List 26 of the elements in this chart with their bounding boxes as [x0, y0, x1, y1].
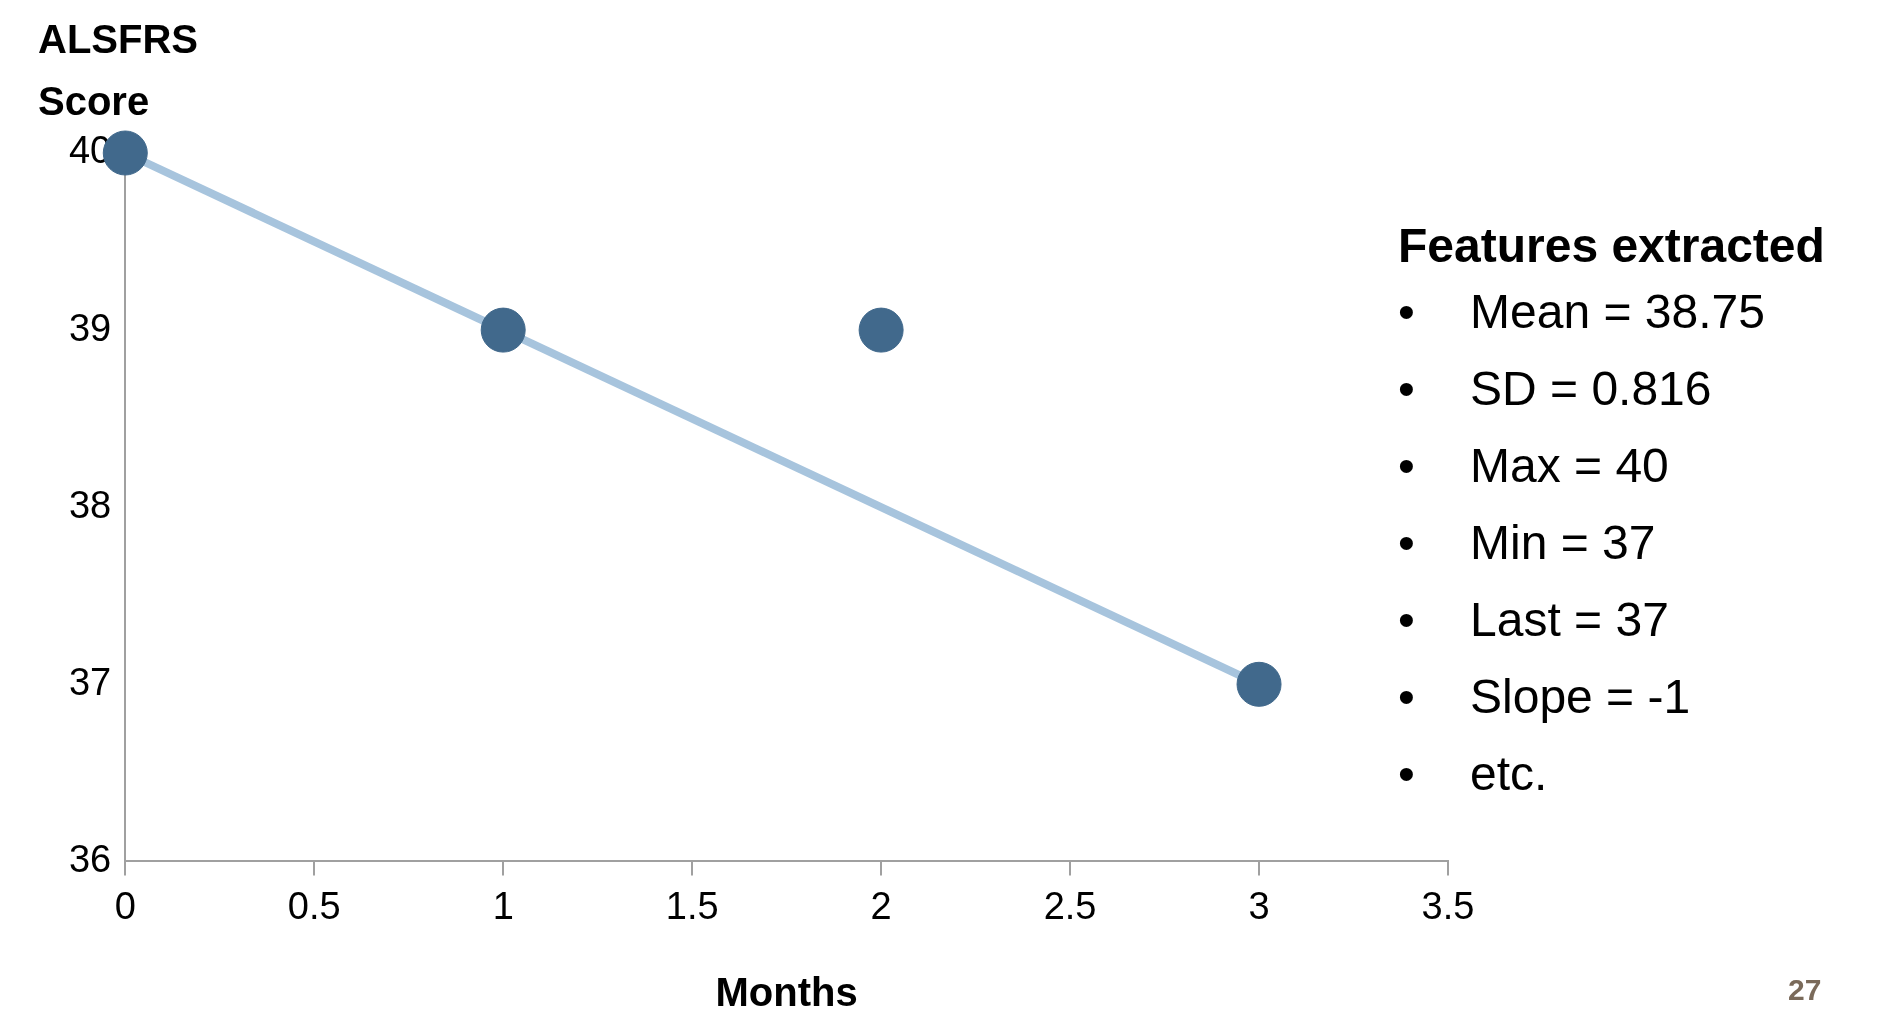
y-tick-label: 37	[68, 660, 112, 703]
annotation: • Min = 37	[1398, 515, 1656, 571]
point	[1236, 661, 1282, 707]
annotation: • Last = 37	[1398, 592, 1669, 648]
point	[480, 307, 526, 353]
annotation: • SD = 0.816	[1398, 361, 1712, 417]
y-tick-label: 39	[68, 306, 112, 349]
y-tick-label: 36	[68, 837, 112, 880]
y-axis-title: ALSFRS Score	[38, 17, 198, 123]
text: 27	[1788, 973, 1822, 1007]
point	[858, 307, 904, 353]
x-tick-label: 0.5	[287, 884, 341, 927]
x-tick-label: 3	[1248, 884, 1270, 927]
annotation: • etc.	[1398, 746, 1548, 802]
x-tick-label: 2.5	[1043, 884, 1097, 927]
x-tick-label: 1.5	[665, 884, 719, 927]
annotation: • Max = 40	[1398, 438, 1669, 494]
x-tick-label: 1	[492, 884, 514, 927]
annotation: • Slope = -1	[1398, 669, 1691, 725]
x-axis-title: Months	[715, 970, 858, 1015]
annotation: Features extracted	[1398, 218, 1825, 273]
x-tick-label: 2	[870, 884, 892, 927]
annotation: • Mean = 38.75	[1398, 284, 1765, 340]
y-tick-label: 38	[68, 483, 112, 526]
x-tick-label: 0	[114, 884, 136, 927]
x-tick-label: 3.5	[1421, 884, 1475, 927]
